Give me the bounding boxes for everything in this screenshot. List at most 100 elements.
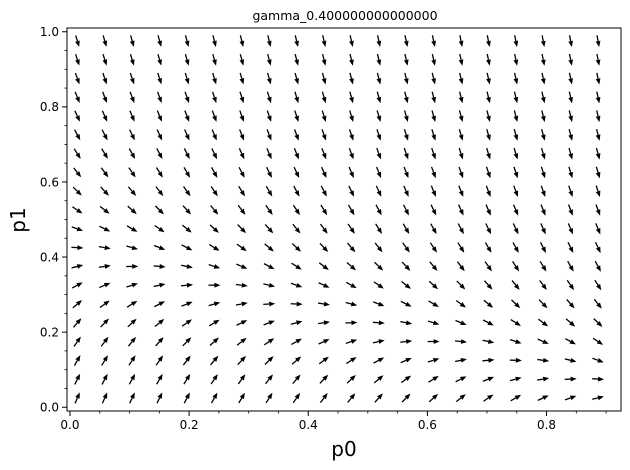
quiver-arrow <box>595 129 601 141</box>
quiver-arrow <box>458 129 464 141</box>
quiver-arrow <box>98 245 111 251</box>
arrow-field <box>71 35 605 404</box>
quiver-arrow <box>540 204 546 216</box>
quiver-arrow <box>428 300 439 308</box>
plot-frame <box>66 27 622 412</box>
quiver-arrow <box>375 223 383 234</box>
quiver-arrow <box>294 53 299 66</box>
quiver-arrow <box>74 54 80 66</box>
quiver-arrow <box>540 166 546 179</box>
quiver-arrow <box>184 35 190 47</box>
quiver-arrow <box>402 242 410 253</box>
quiver-arrow <box>593 298 602 309</box>
quiver-arrow <box>375 204 382 216</box>
quiver-arrow <box>348 166 354 179</box>
y-tick-label: 0.0 <box>40 401 59 415</box>
quiver-arrow <box>565 318 576 327</box>
quiver-arrow <box>265 374 273 385</box>
quiver-arrow <box>101 355 108 366</box>
y-tick-label: 0.4 <box>40 250 59 264</box>
quiver-arrow <box>538 299 548 309</box>
quiver-arrow <box>129 129 135 141</box>
quiver-arrow <box>318 262 329 271</box>
quiver-arrow <box>594 260 601 272</box>
quiver-arrow <box>74 91 80 104</box>
quiver-arrow <box>345 301 358 307</box>
quiver-arrow <box>211 91 217 104</box>
y-axis-label: p1 <box>6 207 30 232</box>
quiver-arrow <box>540 53 546 66</box>
quiver-arrow <box>456 261 465 272</box>
quiver-arrow <box>291 338 302 346</box>
quiver-arrow <box>510 319 521 326</box>
quiver-arrow <box>403 53 409 66</box>
quiver-arrow <box>376 53 382 66</box>
quiver-arrow <box>483 280 493 290</box>
quiver-arrow <box>539 280 547 291</box>
quiver-arrow <box>431 35 437 48</box>
quiver-arrow <box>182 355 191 366</box>
quiver-arrow <box>263 301 276 307</box>
quiver-arrow <box>101 129 108 141</box>
quiver-arrow <box>210 392 218 404</box>
quiver-arrow <box>208 264 221 269</box>
quiver-arrow <box>595 110 601 123</box>
quiver-arrow <box>101 110 108 122</box>
quiver-arrow <box>318 320 330 326</box>
quiver-arrow <box>237 355 246 366</box>
quiver-arrow <box>157 53 162 66</box>
quiver-arrow <box>485 223 492 235</box>
quiver-arrow <box>291 356 302 365</box>
quiver-arrow <box>458 91 464 104</box>
quiver-arrow <box>566 279 575 291</box>
quiver-arrow <box>567 204 573 216</box>
quiver-arrow <box>294 110 299 122</box>
quiver-arrow <box>349 91 354 104</box>
x-tick-label: 0.0 <box>60 418 79 432</box>
quiver-arrow <box>156 148 163 160</box>
quiver-arrow <box>239 35 245 47</box>
quiver-arrow <box>483 394 494 402</box>
quiver-arrow <box>266 35 272 47</box>
quiver-arrow <box>293 129 299 141</box>
quiver-arrow <box>320 185 327 197</box>
quiver-arrow <box>263 282 276 288</box>
quiver-arrow <box>266 129 272 141</box>
quiver-arrow <box>211 129 217 141</box>
quiver-arrow <box>403 129 409 141</box>
quiver-arrow <box>156 373 163 385</box>
quiver-arrow <box>568 166 573 179</box>
quiver-arrow <box>373 375 384 384</box>
quiver-arrow <box>458 185 464 197</box>
quiver-arrow <box>264 223 274 234</box>
quiver-arrow <box>430 223 437 235</box>
quiver-arrow <box>513 185 519 197</box>
quiver-arrow <box>265 185 273 197</box>
quiver-arrow <box>349 53 354 66</box>
quiver-arrow <box>209 224 219 233</box>
quiver-arrow <box>510 394 522 402</box>
quiver-arrow <box>236 337 247 346</box>
quiver-arrow <box>126 300 138 308</box>
quiver-arrow <box>102 53 108 66</box>
quiver-arrow <box>184 72 190 85</box>
quiver-arrow <box>595 204 601 216</box>
quiver-arrow <box>238 185 245 197</box>
quiver-arrow <box>127 318 137 328</box>
quiver-arrow <box>156 392 163 404</box>
quiver-arrow <box>102 91 108 104</box>
quiver-arrow <box>155 167 163 178</box>
quiver-arrow <box>208 282 221 288</box>
quiver-arrow <box>345 339 358 345</box>
quiver-arrow <box>509 339 522 344</box>
quiver-arrow <box>74 392 80 404</box>
quiver-arrow <box>74 110 80 122</box>
quiver-arrow <box>72 186 82 196</box>
quiver-arrow <box>183 167 191 178</box>
quiver-arrow <box>72 300 83 309</box>
quiver-arrow <box>293 185 300 197</box>
quiver-arrow <box>239 53 245 66</box>
quiver-arrow <box>483 299 494 308</box>
quiver-arrow <box>349 72 354 85</box>
quiver-arrow <box>455 394 466 403</box>
